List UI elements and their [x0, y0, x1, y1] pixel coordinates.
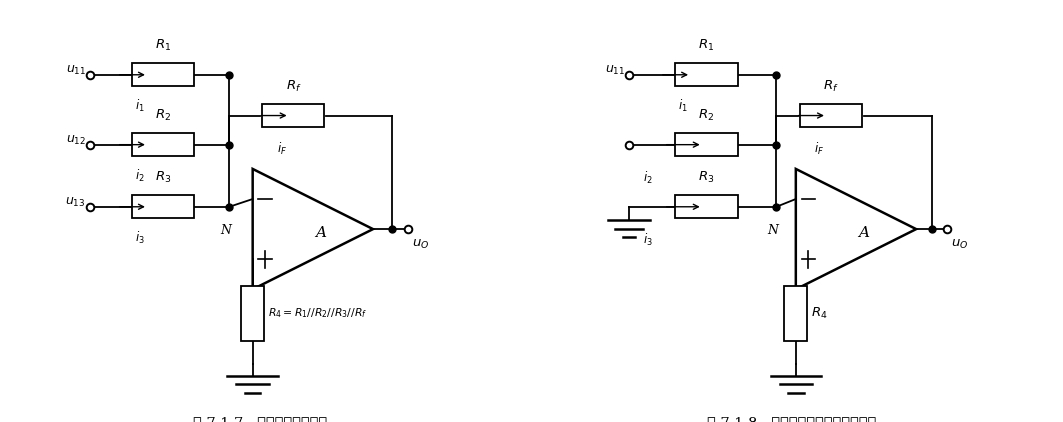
Text: $R_4$: $R_4$	[811, 306, 828, 321]
Text: A: A	[315, 226, 326, 240]
Text: $u_O$: $u_O$	[951, 238, 968, 251]
Text: 图 7.1.7   反相求和运算电路: 图 7.1.7 反相求和运算电路	[193, 417, 327, 422]
Text: $u_{13}$: $u_{13}$	[65, 196, 86, 209]
Text: $R_1$: $R_1$	[155, 38, 171, 54]
FancyBboxPatch shape	[263, 104, 324, 127]
FancyBboxPatch shape	[675, 63, 738, 87]
Text: $R_f$: $R_f$	[286, 79, 301, 94]
Text: $i_1$: $i_1$	[135, 98, 145, 114]
Text: $R_4=R_1//R_2//R_3//R_f$: $R_4=R_1//R_2//R_3//R_f$	[268, 307, 368, 320]
Text: $R_3$: $R_3$	[155, 170, 171, 185]
Text: $i_3$: $i_3$	[643, 232, 653, 248]
Text: $i_F$: $i_F$	[276, 141, 287, 157]
Text: $R_3$: $R_3$	[698, 170, 714, 185]
Text: $R_1$: $R_1$	[698, 38, 714, 54]
Text: $R_2$: $R_2$	[155, 108, 171, 123]
FancyBboxPatch shape	[675, 195, 738, 219]
Text: A: A	[858, 226, 870, 240]
Text: $i_1$: $i_1$	[678, 98, 688, 114]
FancyBboxPatch shape	[784, 287, 808, 341]
Text: $u_{11}$: $u_{11}$	[66, 64, 86, 78]
FancyBboxPatch shape	[799, 104, 862, 127]
Text: N: N	[220, 224, 231, 237]
Text: $u_O$: $u_O$	[411, 238, 429, 251]
Text: 图 7.1.8   利用叠加原理求解运算关系: 图 7.1.8 利用叠加原理求解运算关系	[707, 417, 877, 422]
FancyBboxPatch shape	[132, 63, 195, 87]
Text: $u_{11}$: $u_{11}$	[605, 64, 625, 78]
Text: $i_3$: $i_3$	[135, 230, 145, 246]
Text: $i_2$: $i_2$	[135, 168, 145, 184]
FancyBboxPatch shape	[132, 195, 195, 219]
FancyBboxPatch shape	[132, 133, 195, 156]
Text: $i_2$: $i_2$	[643, 170, 653, 186]
FancyBboxPatch shape	[241, 287, 265, 341]
Text: $R_2$: $R_2$	[698, 108, 714, 123]
Text: N: N	[767, 224, 778, 237]
FancyBboxPatch shape	[675, 133, 738, 156]
Text: $i_F$: $i_F$	[814, 141, 824, 157]
Text: $R_f$: $R_f$	[823, 79, 839, 94]
Text: $u_{12}$: $u_{12}$	[66, 134, 86, 147]
